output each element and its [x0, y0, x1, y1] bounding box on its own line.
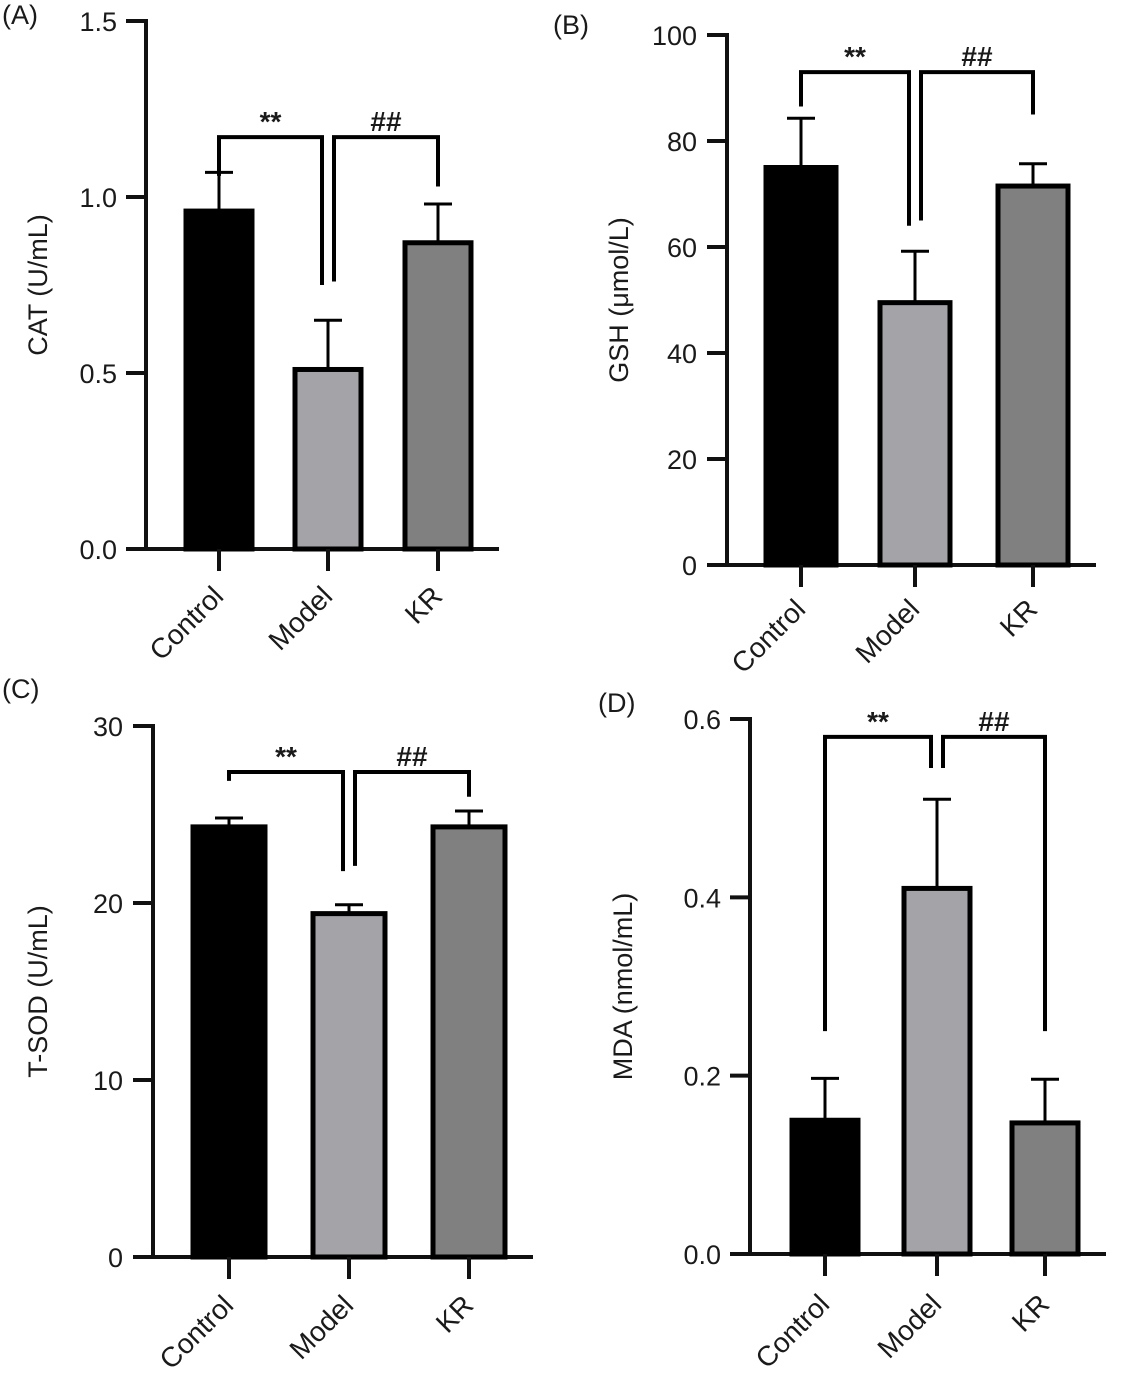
panel-label: (A): [2, 0, 38, 30]
significance-bracket: [227, 770, 345, 872]
bar-kr: [430, 824, 508, 1260]
y-tick-label: 0.0: [79, 535, 117, 565]
x-tick-label: KR: [399, 580, 448, 629]
bar-kr: [402, 240, 474, 552]
x-tick-label: Control: [749, 1288, 835, 1373]
significance-bracket: [353, 770, 471, 866]
y-tick-label: 40: [667, 339, 697, 369]
panel-label: (D): [598, 688, 635, 718]
bar-control: [190, 824, 268, 1260]
y-tick-label: 100: [652, 21, 697, 51]
y-axis-title: MDA (nmol/mL): [608, 893, 638, 1081]
y-tick-label: 30: [93, 712, 123, 742]
significance-label: ##: [978, 706, 1010, 737]
bar-kr: [1009, 1120, 1081, 1257]
bar-model: [310, 911, 388, 1260]
y-tick-label: 0.2: [683, 1062, 721, 1092]
significance-label: **: [275, 741, 297, 772]
chart-panel-b: (B) 0 20 40 60 80 100 GSH (μmol/L) Control Model K…: [553, 10, 1096, 679]
x-tick-label: Model: [871, 1288, 947, 1364]
bar-control: [789, 1117, 861, 1257]
x-tick-label: Model: [849, 593, 925, 669]
y-tick-label: 80: [667, 127, 697, 157]
bar-control: [763, 165, 839, 568]
significance-label: **: [867, 706, 889, 737]
significance-bracket: [799, 70, 911, 226]
significance-label: ##: [396, 741, 428, 772]
significance-bracket: [332, 135, 440, 282]
significance-label: ##: [370, 106, 402, 137]
x-tick-label: Control: [153, 1289, 239, 1373]
y-tick-label: 20: [93, 889, 123, 919]
significance-bracket: [217, 135, 324, 285]
x-tick-label: Model: [283, 1289, 359, 1365]
y-tick-label: 1.0: [79, 183, 117, 213]
x-tick-label: Control: [725, 593, 811, 679]
significance-bracket: [941, 734, 1047, 1032]
x-tick-label: KR: [1006, 1288, 1055, 1337]
panel-label: (B): [553, 10, 589, 40]
significance-label: ##: [961, 41, 993, 72]
significance-label: **: [844, 41, 866, 72]
x-tick-label: Control: [143, 580, 229, 666]
significance-label: **: [260, 106, 282, 137]
y-tick-label: 60: [667, 233, 697, 263]
y-tick-label: 1.5: [79, 7, 117, 37]
panel-label: (C): [2, 674, 39, 704]
y-tick-label: 0.4: [683, 883, 721, 913]
bar-control: [183, 208, 255, 552]
y-axis-title: GSH (μmol/L): [604, 217, 634, 383]
chart-panel-a: (A) 0.0 0.5 1.0 1.5 CAT (U/mL) Control Model KR *…: [2, 0, 499, 666]
bar-model: [877, 300, 953, 568]
y-tick-label: 20: [667, 445, 697, 475]
y-tick-label: 10: [93, 1066, 123, 1096]
bar-kr: [995, 183, 1071, 568]
chart-panel-c: (C) 0 10 20 30 T-SOD (U/mL) Control Model KR ** ##: [2, 674, 533, 1373]
y-axis-title: CAT (U/mL): [23, 214, 53, 356]
chart-panel-d: (D) 0.0 0.2 0.4 0.6 MDA (nmol/mL) Control Model…: [598, 688, 1106, 1373]
bar-model: [292, 366, 364, 552]
y-tick-label: 0.6: [683, 705, 721, 735]
x-tick-label: KR: [994, 593, 1043, 642]
x-tick-label: KR: [430, 1289, 479, 1338]
y-tick-label: 0.5: [79, 359, 117, 389]
y-tick-label: 0: [108, 1243, 123, 1273]
y-tick-label: 0: [682, 551, 697, 581]
bar-model: [901, 885, 973, 1257]
significance-bracket: [823, 734, 933, 1032]
y-tick-label: 0.0: [683, 1240, 721, 1270]
x-tick-label: Model: [262, 580, 338, 656]
y-axis-title: T-SOD (U/mL): [23, 905, 53, 1078]
significance-bracket: [919, 70, 1035, 221]
